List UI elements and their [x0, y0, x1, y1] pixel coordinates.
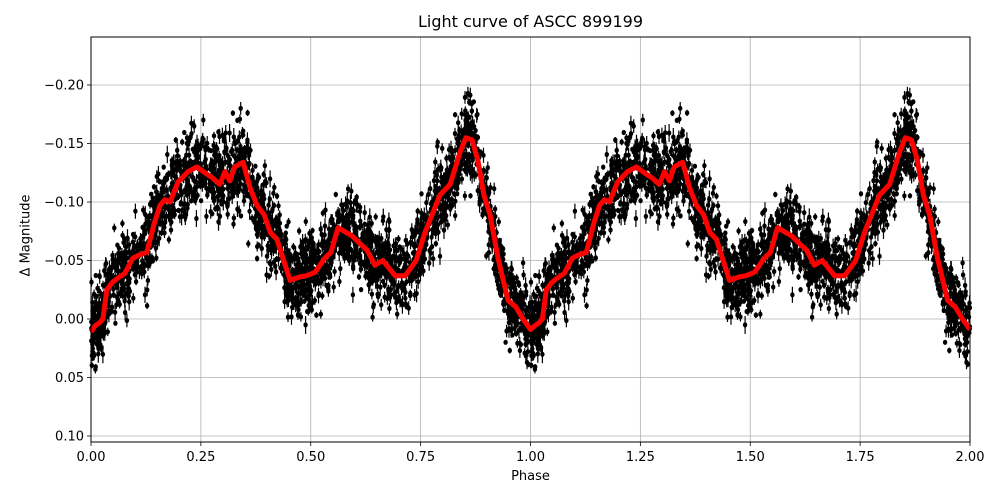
svg-text:1.75: 1.75	[846, 450, 875, 465]
svg-text:0.50: 0.50	[296, 450, 325, 465]
svg-text:1.00: 1.00	[516, 450, 545, 465]
y-axis-label: Δ Magnitude	[18, 194, 34, 277]
svg-text:2.00: 2.00	[956, 450, 985, 465]
x-axis-ticks: 0.00 0.25 0.50 0.75 1.00 1.25 1.50 1.75 2.00	[77, 442, 985, 465]
svg-text:−0.15: −0.15	[44, 137, 84, 152]
svg-text:0.00: 0.00	[77, 450, 106, 465]
binned-curve	[88, 135, 973, 334]
svg-text:0.25: 0.25	[186, 450, 215, 465]
svg-text:−0.05: −0.05	[44, 254, 84, 269]
y-axis-ticks: −0.20 −0.15 −0.10 −0.05 0.00 0.05 0.10	[44, 79, 91, 445]
svg-text:0.05: 0.05	[55, 371, 84, 386]
x-axis-label: Phase	[511, 469, 550, 484]
svg-text:0.75: 0.75	[406, 450, 435, 465]
chart-title: Light curve of ASCC 899199	[417, 12, 644, 31]
svg-text:0.00: 0.00	[55, 313, 84, 328]
svg-text:0.10: 0.10	[55, 430, 84, 445]
svg-text:1.25: 1.25	[626, 450, 655, 465]
svg-text:−0.20: −0.20	[44, 79, 84, 94]
svg-text:1.50: 1.50	[736, 450, 765, 465]
svg-text:−0.10: −0.10	[44, 196, 84, 211]
